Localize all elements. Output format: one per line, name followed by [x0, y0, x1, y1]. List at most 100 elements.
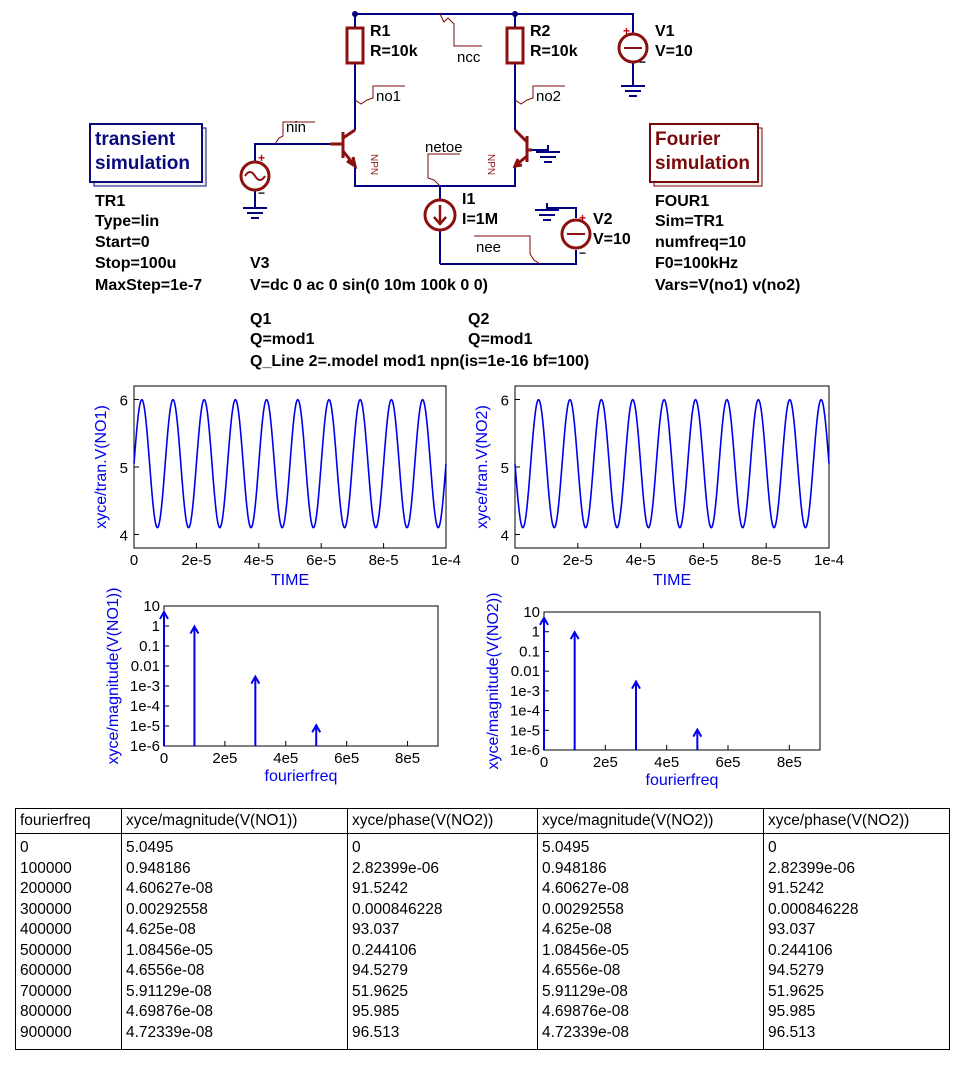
y-tick-label: 1e-3 — [510, 683, 540, 700]
waveform-line — [514, 398, 830, 529]
x-tick-label: 6e-5 — [306, 552, 336, 569]
x-axis-label: TIME — [653, 572, 691, 589]
column-header: fourierfreq — [15, 808, 122, 834]
table-cell: 300000 — [15, 899, 122, 920]
y-tick-label: 1e-5 — [130, 718, 160, 735]
x-tick-label: 1e-4 — [431, 552, 461, 569]
y-axis-label: xyce/tran.V(NO1) — [93, 405, 110, 529]
table-cell: 91.5242 — [347, 879, 538, 900]
table-cell: 94.5279 — [763, 961, 950, 982]
x-tick-label: 2e-5 — [563, 552, 593, 569]
x-tick-label: 0 — [511, 552, 519, 569]
table-row: 200000 4.60627e-08 91.5242 4.60627e-08 91.52… — [15, 879, 950, 900]
label-v1-value: V=10 — [655, 43, 693, 60]
table-row: 800000 4.69876e-08 95.985 4.69876e-08 95.985 — [15, 1002, 950, 1023]
transistor-q1[interactable] — [330, 128, 358, 170]
label-r2-name: R2 — [530, 23, 551, 40]
y-tick-label: 1 — [532, 624, 540, 641]
column-header: xyce/phase(V(NO2)) — [347, 808, 538, 834]
voltage-source-v2[interactable]: + − — [560, 211, 592, 260]
label-v2-value: V=10 — [593, 231, 631, 248]
plot-area: 0 2e-5 4e-5 6e-5 8e-5 1e-4 TIME 4 5 6 xyce/tran.V(… — [93, 385, 844, 789]
table-cell: 0.00292558 — [121, 899, 348, 920]
x-axis-label: TIME — [271, 572, 309, 589]
table-cell: 4.625e-08 — [537, 920, 764, 941]
fourier-param-name: FOUR1 — [655, 193, 709, 210]
table-cell: 93.037 — [347, 920, 538, 941]
fourier-param-f0: F0=100kHz — [655, 255, 738, 272]
y-axis-label: xyce/magnitude(V(NO2)) — [485, 593, 502, 770]
table-cell: 4.69876e-08 — [537, 1002, 764, 1023]
svg-text:−: − — [258, 186, 265, 200]
x-tick-label: 4e5 — [273, 750, 298, 767]
current-source-i1[interactable] — [423, 198, 457, 232]
svg-text:+: + — [579, 211, 586, 225]
y-tick-label: 1e-3 — [130, 678, 160, 695]
svg-text:Fourier: Fourier — [655, 129, 721, 150]
table-cell: 800000 — [15, 1002, 122, 1023]
table-row: 300000 0.00292558 0.000846228 0.00292558 0.0… — [15, 899, 950, 920]
x-tick-label: 4e5 — [654, 754, 679, 771]
table-row: 0 5.0495 0 5.0495 0 — [15, 833, 950, 859]
waveform-line — [133, 398, 447, 529]
y-tick-label: 1e-6 — [130, 738, 160, 755]
label-v3-name: V3 — [250, 255, 270, 272]
x-tick-label: 6e5 — [334, 750, 359, 767]
label-v3-value: V=dc 0 ac 0 sin(0 10m 100k 0 0) — [250, 277, 488, 294]
transient-simulation-block[interactable]: transient simulation — [89, 123, 207, 187]
label-q1-value: Q=mod1 — [250, 331, 315, 348]
spectrum-bar — [539, 615, 549, 750]
x-tick-label: 2e5 — [593, 754, 618, 771]
table-row: 900000 4.72339e-08 96.513 4.72339e-08 96.513 — [15, 1022, 950, 1050]
ground-symbol-q2 — [536, 145, 560, 163]
wire-label-leaders — [274, 13, 565, 265]
resistor-r2[interactable] — [505, 26, 525, 65]
y-axis-label: xyce/tran.V(NO2) — [474, 405, 491, 529]
spectrum-bar — [189, 624, 200, 746]
transistor-q2[interactable] — [512, 128, 532, 168]
label-i1-value: I=1M — [462, 211, 498, 228]
table-row: 700000 5.91129e-08 51.9625 5.91129e-08 51.96… — [15, 981, 950, 1002]
label-r2-value: R=10k — [530, 43, 578, 60]
y-tick-label: 6 — [501, 393, 509, 410]
transient-param-start: Start=0 — [95, 234, 150, 251]
fourier-simulation-block[interactable]: Fourier simulation — [649, 123, 763, 187]
x-tick-label: 2e-5 — [181, 552, 211, 569]
wire-label-ncc: ncc — [457, 49, 481, 66]
npn-tag-q1: NPN — [368, 154, 379, 175]
x-tick-label: 4e-5 — [626, 552, 656, 569]
x-tick-label: 6e5 — [715, 754, 740, 771]
table-cell: 5.0495 — [537, 833, 764, 859]
y-tick-label: 0.1 — [139, 638, 160, 655]
table-cell: 5.0495 — [121, 833, 348, 859]
x-tick-label: 2e5 — [212, 750, 237, 767]
fourier-param-sim: Sim=TR1 — [655, 213, 724, 230]
plot-frame — [543, 611, 821, 751]
svg-text:+: + — [623, 24, 630, 38]
label-q2-value: Q=mod1 — [468, 331, 533, 348]
table-row: 600000 4.6556e-08 94.5279 4.6556e-08 94.5279 — [15, 961, 950, 982]
voltage-source-v3[interactable]: + − — [239, 151, 271, 200]
table-cell: 4.72339e-08 — [537, 1022, 764, 1050]
y-axis-label: xyce/magnitude(V(NO1)) — [105, 588, 122, 765]
x-tick-label: 8e-5 — [751, 552, 781, 569]
resistor-r1[interactable] — [345, 26, 365, 65]
node-dot — [512, 11, 518, 17]
wires — [254, 13, 634, 265]
table-cell: 95.985 — [763, 1002, 950, 1023]
column-header: xyce/magnitude(V(NO2)) — [537, 808, 764, 834]
transient-param-stop: Stop=100u — [95, 255, 176, 272]
table-row: 500000 1.08456e-05 0.244106 1.08456e-05 0.24… — [15, 940, 950, 961]
label-r1-value: R=10k — [370, 43, 418, 60]
table-cell: 4.6556e-08 — [121, 961, 348, 982]
label-q2-name: Q2 — [468, 311, 489, 328]
label-v1-name: V1 — [655, 23, 675, 40]
table-cell: 600000 — [15, 961, 122, 982]
y-tick-label: 10 — [143, 598, 160, 615]
y-tick-label: 10 — [523, 604, 540, 621]
table-row: 400000 4.625e-08 93.037 4.625e-08 93.037 — [15, 920, 950, 941]
y-tick-label: 0.01 — [131, 658, 160, 675]
table-cell: 5.91129e-08 — [537, 981, 764, 1002]
table-cell: 400000 — [15, 920, 122, 941]
voltage-source-v1[interactable]: + − — [617, 24, 649, 69]
